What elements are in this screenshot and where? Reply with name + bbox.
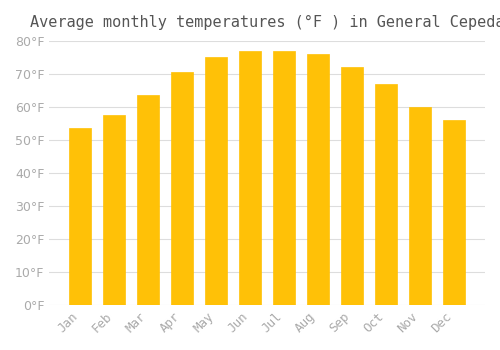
Bar — [443, 120, 465, 305]
Bar — [307, 54, 329, 305]
Bar — [137, 96, 159, 305]
Bar — [69, 128, 92, 305]
Bar — [239, 51, 261, 305]
Bar — [273, 51, 295, 305]
Title: Average monthly temperatures (°F ) in General Cepeda: Average monthly temperatures (°F ) in Ge… — [30, 15, 500, 30]
Bar — [103, 115, 126, 305]
Bar — [375, 84, 397, 305]
Bar — [341, 67, 363, 305]
Bar — [205, 57, 227, 305]
Bar — [409, 107, 431, 305]
Bar — [171, 72, 193, 305]
